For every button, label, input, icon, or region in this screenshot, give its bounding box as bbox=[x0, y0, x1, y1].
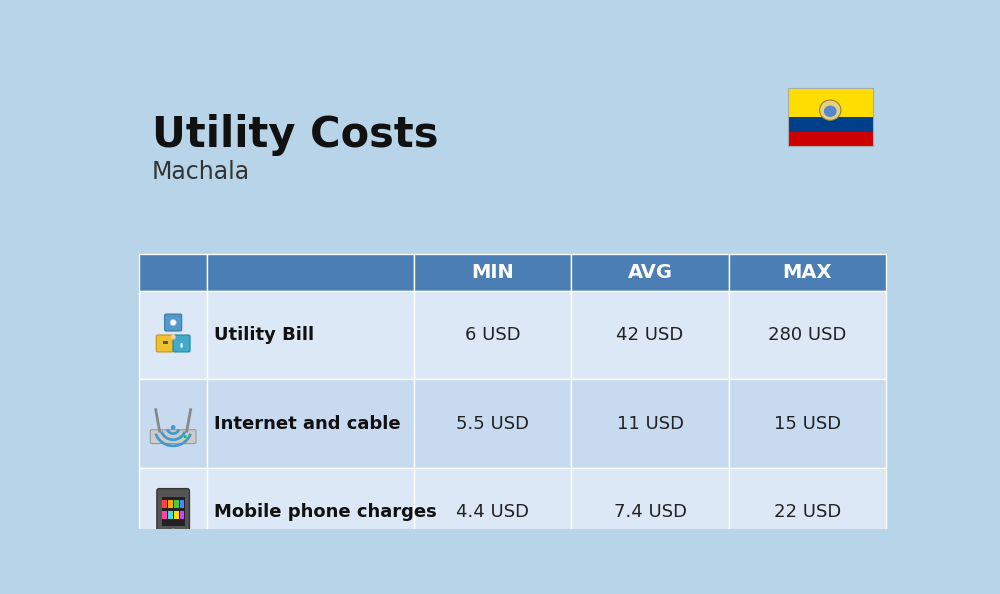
Bar bbox=[139, 290, 207, 380]
Bar bbox=[139, 380, 207, 468]
Bar bbox=[729, 290, 886, 380]
Bar bbox=[414, 468, 571, 557]
Text: Utility Bill: Utility Bill bbox=[214, 326, 314, 344]
Bar bbox=[729, 468, 886, 557]
FancyBboxPatch shape bbox=[156, 335, 173, 352]
Ellipse shape bbox=[824, 106, 837, 117]
Text: 11 USD: 11 USD bbox=[617, 415, 684, 432]
Bar bbox=[571, 254, 729, 290]
Text: Machala: Machala bbox=[152, 160, 250, 184]
Text: 5.5 USD: 5.5 USD bbox=[456, 415, 529, 432]
Circle shape bbox=[184, 435, 187, 438]
Text: 22 USD: 22 USD bbox=[774, 503, 841, 521]
Bar bbox=[788, 89, 873, 117]
Bar bbox=[571, 380, 729, 468]
Bar bbox=[729, 254, 886, 290]
Bar bbox=[571, 290, 729, 380]
FancyBboxPatch shape bbox=[173, 335, 190, 352]
Bar bbox=[168, 500, 173, 508]
Text: MIN: MIN bbox=[471, 263, 514, 282]
Text: Utility Costs: Utility Costs bbox=[152, 113, 439, 156]
Bar bbox=[414, 380, 571, 468]
Bar bbox=[139, 254, 207, 290]
FancyBboxPatch shape bbox=[165, 314, 182, 331]
Bar bbox=[163, 340, 165, 344]
Bar bbox=[788, 131, 873, 146]
Circle shape bbox=[171, 527, 175, 532]
Bar bbox=[414, 290, 571, 380]
Circle shape bbox=[179, 435, 182, 438]
Text: 42 USD: 42 USD bbox=[616, 326, 684, 344]
Text: Mobile phone charges: Mobile phone charges bbox=[214, 503, 436, 521]
Bar bbox=[165, 340, 168, 344]
Text: MAX: MAX bbox=[783, 263, 832, 282]
Bar bbox=[729, 380, 886, 468]
Bar bbox=[207, 380, 414, 468]
Bar bbox=[414, 254, 571, 290]
Bar bbox=[207, 290, 414, 380]
Text: AVG: AVG bbox=[628, 263, 673, 282]
Text: Internet and cable: Internet and cable bbox=[214, 415, 400, 432]
FancyBboxPatch shape bbox=[157, 489, 189, 536]
Bar bbox=[174, 500, 179, 508]
Bar bbox=[139, 468, 207, 557]
Text: 280 USD: 280 USD bbox=[768, 326, 847, 344]
Bar bbox=[180, 511, 184, 519]
Bar bbox=[174, 511, 179, 519]
Bar bbox=[162, 500, 167, 508]
Bar bbox=[207, 468, 414, 557]
FancyBboxPatch shape bbox=[150, 429, 196, 444]
Bar bbox=[168, 511, 173, 519]
Bar bbox=[162, 511, 167, 519]
Bar bbox=[788, 89, 873, 146]
Circle shape bbox=[171, 425, 175, 429]
Circle shape bbox=[170, 320, 176, 326]
Bar bbox=[162, 497, 185, 526]
Bar bbox=[180, 500, 184, 508]
Text: 15 USD: 15 USD bbox=[774, 415, 841, 432]
Bar bbox=[571, 468, 729, 557]
Bar bbox=[788, 117, 873, 131]
Text: 4.4 USD: 4.4 USD bbox=[456, 503, 529, 521]
Ellipse shape bbox=[820, 100, 841, 120]
Circle shape bbox=[171, 334, 176, 340]
Bar bbox=[207, 254, 414, 290]
Text: 7.4 USD: 7.4 USD bbox=[614, 503, 687, 521]
Text: 6 USD: 6 USD bbox=[465, 326, 521, 344]
